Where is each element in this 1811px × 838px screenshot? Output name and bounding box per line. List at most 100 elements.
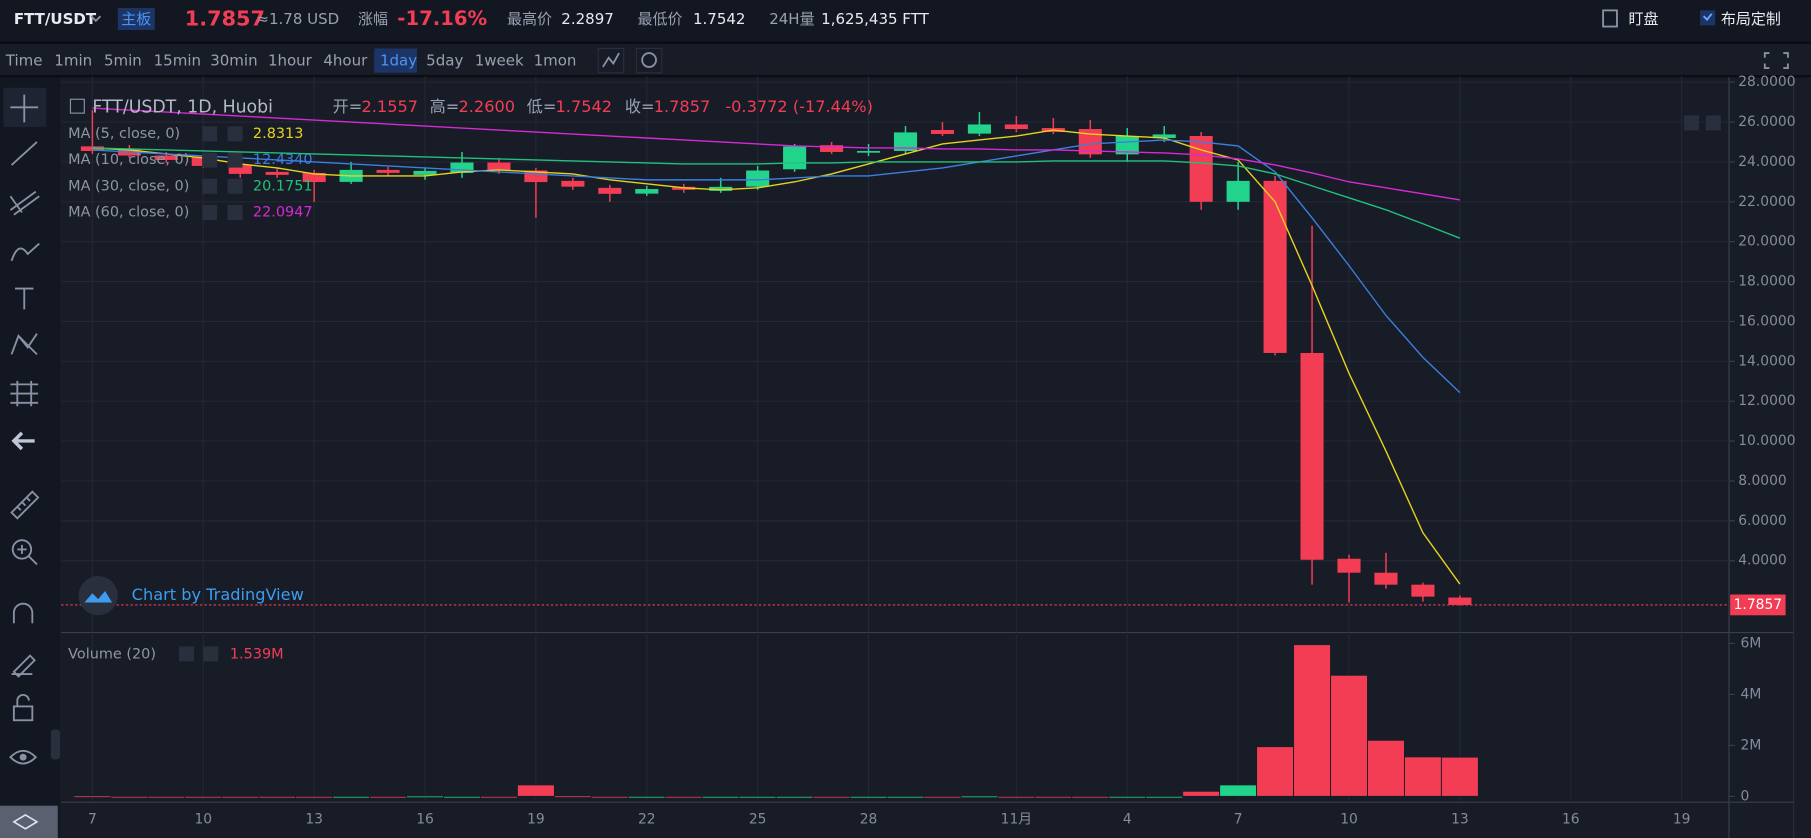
legend-close: 1.7857: [654, 97, 711, 116]
y-tick-label: 26.0000: [1738, 114, 1795, 130]
volume-bar: [1108, 795, 1147, 799]
candle-body: [1152, 134, 1176, 138]
candle-body: [598, 187, 622, 194]
volume-bar: [812, 795, 851, 799]
x-tick-label: 7: [1234, 812, 1243, 828]
interval[interactable]: 1mon: [534, 52, 577, 70]
interval[interactable]: 15min: [154, 52, 201, 70]
lock-tool[interactable]: [12, 705, 34, 722]
magnet-tool[interactable]: [12, 602, 34, 624]
back-tool[interactable]: [11, 431, 35, 451]
volume-bar: [664, 795, 703, 799]
sidebar-bottom: [0, 805, 58, 838]
price: 1.7857: [185, 7, 265, 31]
candle-body: [265, 171, 289, 175]
x-tick-label: 7: [88, 812, 97, 828]
volume-bar: [1367, 739, 1405, 797]
pattern-tool[interactable]: [10, 333, 38, 356]
indicator-icon: [602, 52, 620, 68]
interval[interactable]: 1week: [475, 52, 524, 70]
pane-button[interactable]: [1683, 115, 1699, 131]
pair[interactable]: FTT/USDT: [14, 10, 97, 28]
ma-remove: [227, 126, 243, 142]
indicator-button[interactable]: [597, 47, 625, 74]
ma-value: 12.4340: [253, 152, 313, 168]
y-tick-label: 8.0000: [1738, 473, 1786, 489]
legend-low: 1.7542: [556, 97, 613, 116]
candle-body: [1078, 129, 1102, 155]
x-tick-label: 19: [1673, 812, 1691, 828]
watch[interactable]: 盯盘: [1629, 10, 1659, 28]
watermark[interactable]: Chart by TradingView: [132, 585, 304, 604]
lock-shackle: [16, 693, 30, 707]
volume-bar: [1034, 795, 1073, 799]
collapse-handle[interactable]: [50, 729, 61, 760]
volume-bar: [849, 795, 888, 799]
legend-low-label: 低=: [527, 97, 557, 116]
crosshair-tool[interactable]: [10, 94, 39, 123]
candle-body: [746, 170, 770, 187]
interval[interactable]: 1min: [54, 52, 92, 70]
collapse-legend[interactable]: [69, 98, 85, 114]
prediction-tool[interactable]: [10, 380, 39, 407]
volume-bar: [1256, 746, 1295, 797]
interval[interactable]: 5min: [104, 52, 142, 70]
candle-body: [893, 132, 918, 151]
watch-icon[interactable]: [1602, 9, 1618, 28]
ma-settings: [202, 204, 218, 221]
volume-bar: [110, 795, 149, 799]
ma-settings: [202, 152, 218, 168]
interval[interactable]: 1hour: [268, 52, 313, 70]
zoom-tool[interactable]: [11, 539, 33, 560]
interval[interactable]: 1day: [380, 52, 417, 70]
volume-bar: [886, 795, 925, 799]
volume-settings: [179, 646, 195, 662]
legend-close-label: 收=: [625, 97, 655, 116]
volume-value: 1.539M: [230, 646, 284, 662]
candle-body: [1226, 180, 1250, 202]
volume-label: 24H量: [769, 10, 814, 28]
text-tool[interactable]: [15, 287, 34, 310]
ma-value: 20.1751: [253, 178, 313, 194]
candle-body: [1189, 136, 1213, 202]
visibility-pupil: [19, 753, 27, 761]
layout[interactable]: 布局定制: [1721, 10, 1781, 28]
y-tick-label: 12.0000: [1738, 393, 1795, 409]
pane-button[interactable]: [1705, 115, 1721, 131]
interval[interactable]: 5day: [426, 52, 463, 70]
pair-dropdown[interactable]: [90, 15, 102, 23]
ma-remove: [227, 178, 243, 194]
interval[interactable]: 4hour: [323, 52, 368, 70]
layers-icon[interactable]: [12, 813, 39, 830]
x-tick-label: 16: [416, 812, 434, 828]
volume-bar: [738, 795, 777, 799]
zoom-glyph: [17, 544, 38, 566]
trendline-tool[interactable]: [10, 141, 38, 166]
tv-logo[interactable]: [78, 575, 118, 616]
volume-bar: [332, 795, 371, 799]
ma-remove: [227, 204, 243, 221]
ma-line: [92, 107, 1461, 201]
candle-body: [783, 146, 807, 170]
candle-body: [302, 172, 326, 183]
volume-bar: [406, 795, 444, 799]
volume-bar: [553, 795, 592, 799]
volume-bar: [923, 795, 962, 799]
y-tick-label: 20.0000: [1738, 234, 1795, 250]
visibility-tool[interactable]: [9, 749, 38, 765]
interval[interactable]: 30min: [210, 52, 257, 70]
lock-drawing-tool[interactable]: [11, 654, 36, 678]
settings-button[interactable]: [635, 47, 663, 74]
fullscreen-icon[interactable]: [1763, 52, 1789, 70]
legend-high: 2.2600: [459, 97, 516, 116]
fib-tool[interactable]: [9, 190, 40, 216]
brush-tool[interactable]: [10, 242, 40, 262]
ma-line: [92, 139, 1461, 394]
volume-bar: [369, 795, 408, 799]
y-tick-label: 4.0000: [1738, 553, 1786, 569]
change: -17.16%: [397, 7, 487, 30]
volume-bar: [1071, 795, 1110, 799]
candle-body: [561, 180, 585, 187]
ruler-tool[interactable]: [10, 490, 40, 520]
